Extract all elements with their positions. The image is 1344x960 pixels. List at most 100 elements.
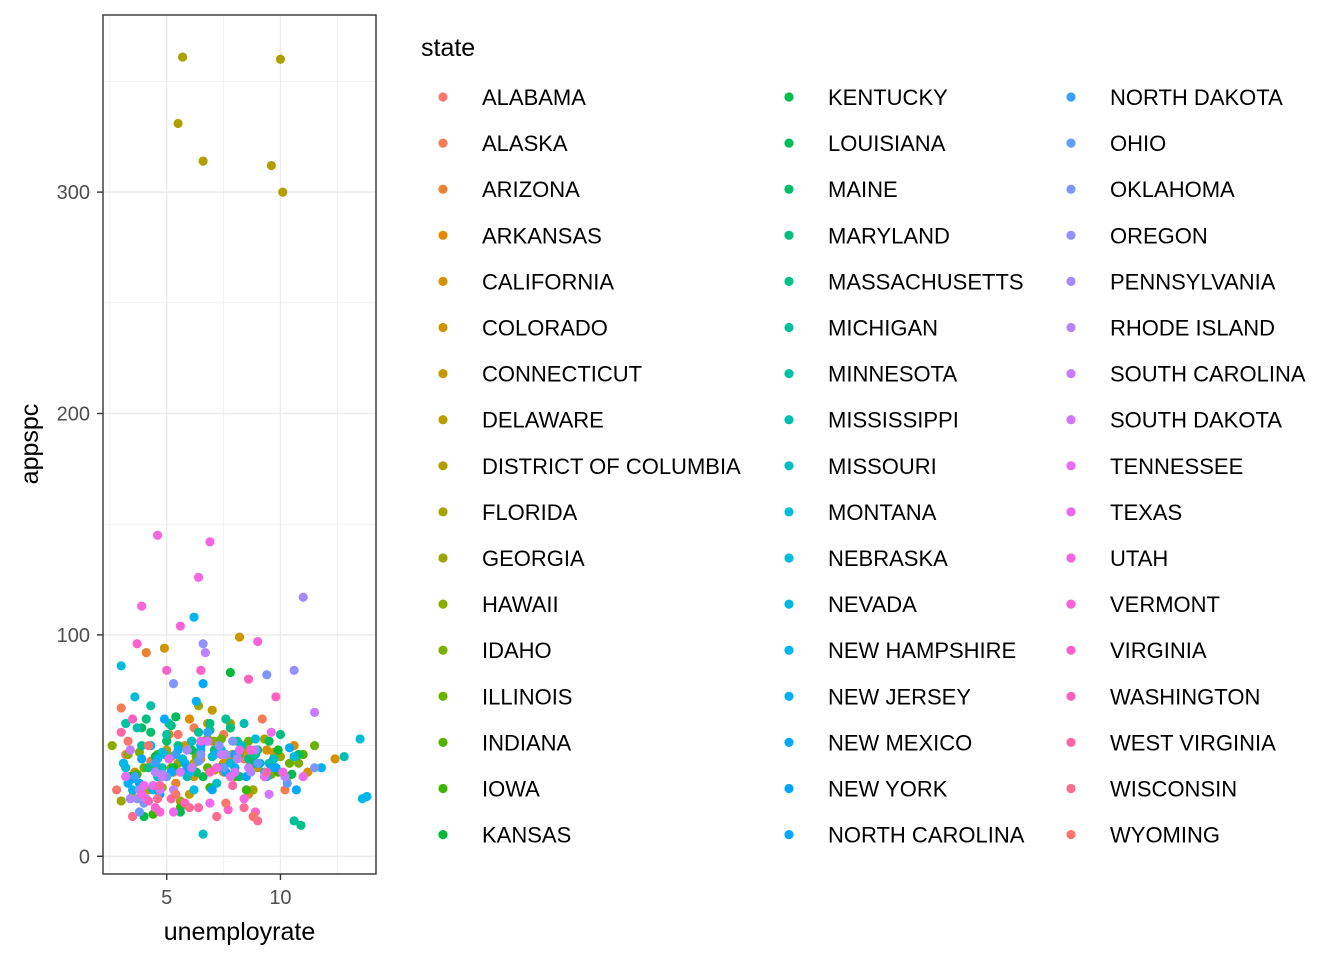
data-point	[198, 679, 208, 689]
legend-item: NORTH CAROLINA	[784, 823, 1025, 848]
data-point	[162, 665, 172, 675]
legend-item: INDIANA	[438, 730, 572, 755]
data-point	[248, 785, 258, 795]
legend-label: ARKANSAS	[482, 223, 602, 248]
data-point	[253, 758, 263, 768]
data-point	[262, 670, 272, 680]
legend-key	[784, 507, 794, 517]
legend-title: state	[421, 34, 475, 62]
data-point	[266, 727, 276, 737]
data-point	[134, 807, 144, 817]
legend-key	[1066, 369, 1076, 379]
data-point	[212, 778, 222, 788]
legend-label: ARIZONA	[482, 177, 580, 202]
data-point	[107, 740, 117, 751]
legend-label: DISTRICT OF COLUMBIA	[482, 454, 741, 479]
y-tick-label: 300	[57, 182, 90, 204]
data-point	[157, 747, 167, 757]
data-point	[296, 820, 306, 830]
data-point	[228, 736, 238, 746]
data-point	[214, 740, 224, 751]
data-point	[212, 763, 222, 773]
data-point	[146, 727, 156, 737]
data-point	[143, 796, 154, 806]
data-point	[225, 723, 235, 733]
legend-label: VIRGINIA	[1110, 638, 1207, 663]
data-point	[153, 530, 163, 540]
data-point	[309, 740, 320, 751]
data-point	[234, 632, 245, 642]
legend-label: TEXAS	[1110, 500, 1182, 525]
legend-key	[438, 415, 448, 425]
legend: ALABAMA ALASKA ARIZONA ARKANSAS CALIFORNIA CO…	[438, 85, 1306, 848]
legend-key	[1066, 230, 1076, 240]
data-point	[171, 712, 181, 722]
legend-item: ARKANSAS	[438, 223, 602, 248]
data-point	[262, 767, 272, 777]
legend-label: WASHINGTON	[1110, 684, 1260, 709]
data-point	[125, 745, 135, 755]
legend-item: MINNESOTA	[784, 362, 957, 387]
data-point	[289, 752, 299, 762]
legend-label: SOUTH DAKOTA	[1110, 408, 1282, 433]
data-point	[137, 601, 147, 611]
legend-key	[784, 415, 794, 425]
data-point	[205, 767, 215, 777]
legend-item: CONNECTICUT	[438, 362, 642, 387]
x-tick-label: 10	[269, 887, 291, 909]
legend-key	[784, 691, 794, 701]
legend-item: MISSOURI	[784, 454, 937, 479]
legend-key	[438, 369, 448, 379]
legend-label: UTAH	[1110, 546, 1168, 571]
legend-key	[438, 230, 448, 240]
data-point	[209, 749, 220, 760]
legend-key	[1066, 599, 1076, 609]
legend-label: MAINE	[828, 177, 898, 202]
legend-label: GEORGIA	[482, 546, 585, 571]
data-point	[155, 780, 165, 791]
data-point	[153, 794, 163, 804]
legend-item: IOWA	[438, 777, 540, 802]
legend-key	[1066, 92, 1076, 102]
data-point	[289, 816, 299, 826]
data-point	[139, 780, 149, 791]
data-point	[116, 661, 126, 671]
legend-key	[438, 691, 448, 701]
data-point	[164, 754, 174, 764]
data-point	[248, 811, 258, 822]
legend-item: TEXAS	[1066, 500, 1182, 525]
legend-item: COLORADO	[438, 316, 608, 341]
y-tick-label: 100	[57, 625, 90, 647]
data-point	[273, 745, 283, 755]
legend-item: NEVADA	[784, 592, 917, 617]
data-point	[264, 789, 274, 799]
data-point	[112, 785, 122, 795]
data-point	[269, 754, 279, 764]
data-point	[316, 763, 326, 773]
data-point	[157, 763, 167, 773]
legend-item: KENTUCKY	[784, 85, 948, 110]
data-point	[116, 796, 126, 806]
legend-label: MASSACHUSETTS	[828, 269, 1024, 294]
data-point	[198, 639, 208, 649]
legend-key	[438, 553, 448, 563]
legend-key	[784, 783, 794, 794]
legend-item: RHODE ISLAND	[1066, 316, 1275, 341]
minor-gridlines	[103, 15, 376, 874]
legend-key	[1066, 322, 1076, 333]
legend-label: NEVADA	[828, 592, 917, 617]
legend-label: MICHIGAN	[828, 316, 938, 341]
data-point	[239, 802, 249, 813]
x-axis-ticks: 5 10	[161, 874, 292, 909]
legend-item: ARIZONA	[438, 177, 580, 202]
data-point	[205, 798, 215, 808]
data-point	[171, 789, 181, 799]
data-point	[148, 780, 158, 791]
data-point	[162, 736, 172, 746]
data-point	[278, 767, 288, 777]
data-point	[289, 665, 299, 675]
data-point	[173, 118, 183, 129]
data-point	[207, 705, 217, 715]
data-point	[198, 771, 208, 782]
legend-item: KANSAS	[438, 823, 571, 848]
